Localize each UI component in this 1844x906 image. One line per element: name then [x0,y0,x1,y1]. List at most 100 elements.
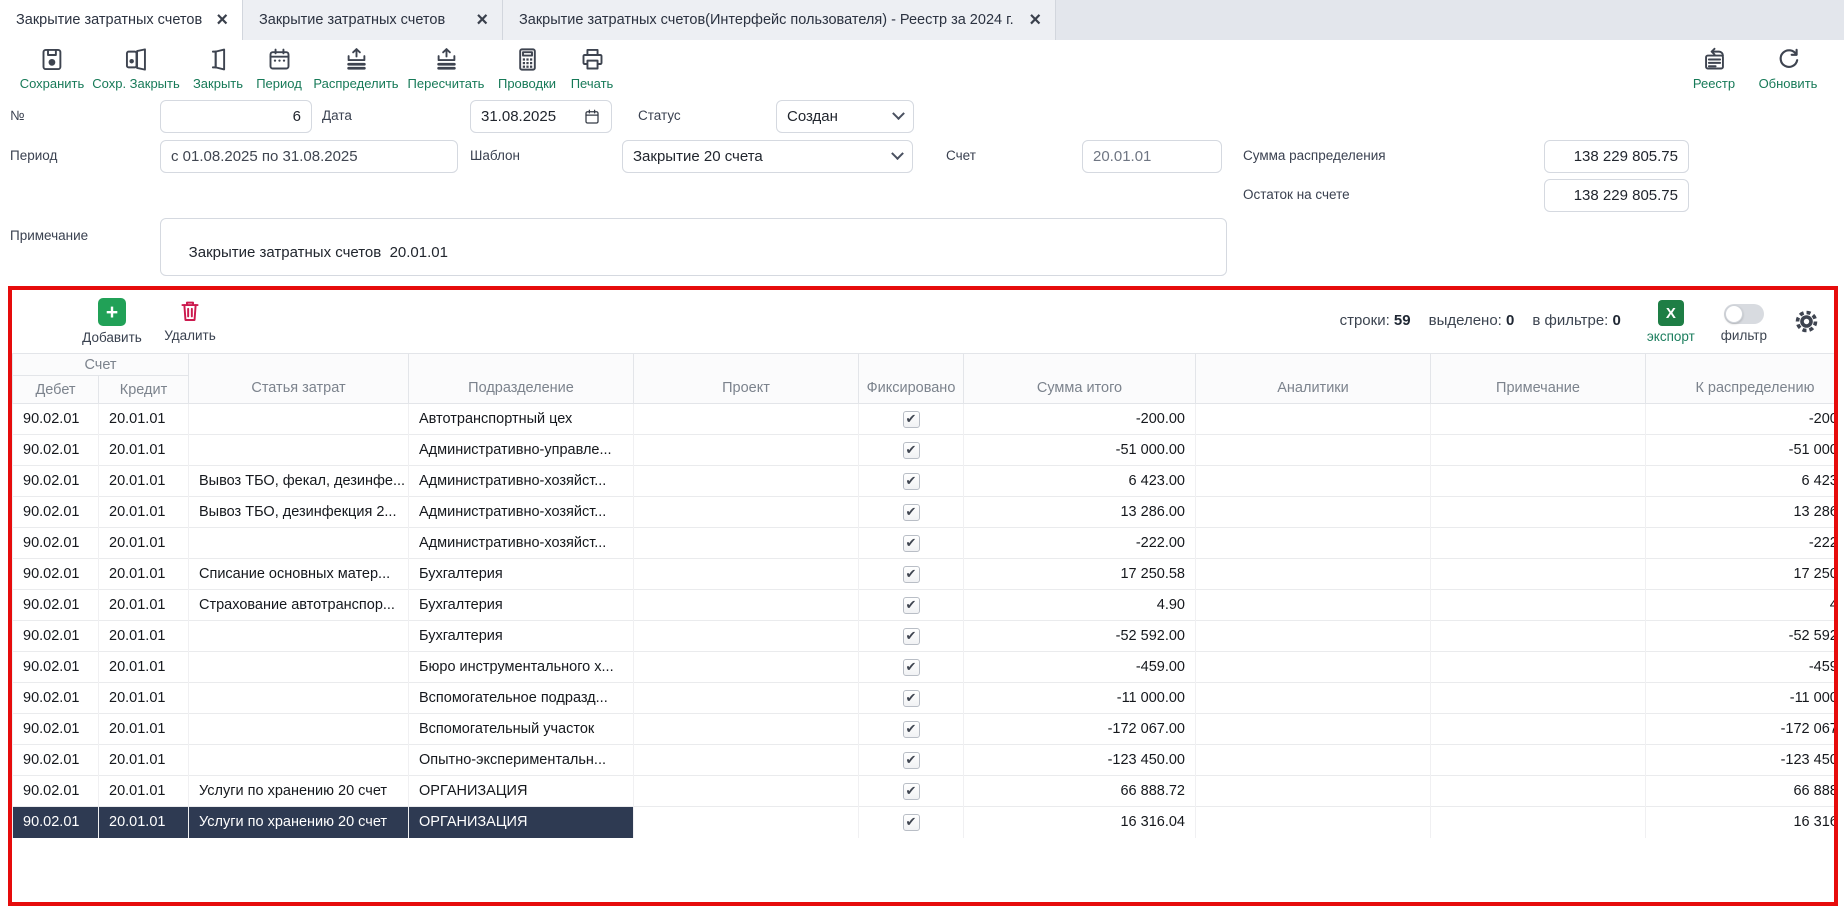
cell-debit[interactable]: 90.02.01 [12,589,99,621]
fixed-checkbox[interactable] [902,751,920,769]
fixed-checkbox[interactable] [902,658,920,676]
cell-debit[interactable]: 90.02.01 [12,434,99,466]
cell-note[interactable] [1430,558,1646,590]
cell-to-distribute[interactable]: 13 286.00 [1645,496,1834,528]
cell-fixed[interactable] [858,527,964,559]
table-row[interactable]: 90.02.01 20.01.01 Списание основных матер.… [12,558,1834,590]
cell-cost-item[interactable] [188,713,409,745]
cell-department[interactable]: Административно-хозяйст... [408,465,634,497]
cell-fixed[interactable] [858,589,964,621]
cell-analytics[interactable] [1195,403,1431,435]
cell-department[interactable]: Бюро инструментального х... [408,651,634,683]
cell-debit[interactable]: 90.02.01 [12,713,99,745]
date-field[interactable]: 31.08.2025 [470,100,612,133]
cell-project[interactable] [633,713,859,745]
cell-debit[interactable]: 90.02.01 [12,465,99,497]
cell-analytics[interactable] [1195,651,1431,683]
cell-cost-item[interactable]: Услуги по хранению 20 счет [188,775,409,807]
export-excel-button[interactable]: X экспорт [1647,300,1695,344]
cell-department[interactable]: ОРГАНИЗАЦИЯ [408,775,634,807]
table-row[interactable]: 90.02.01 20.01.01 Административно-управле.… [12,434,1834,466]
cell-credit[interactable]: 20.01.01 [98,496,189,528]
cell-analytics[interactable] [1195,744,1431,776]
cell-note[interactable] [1430,744,1646,776]
cell-to-distribute[interactable]: 6 423.00 [1645,465,1834,497]
cell-department[interactable]: Административно-управле... [408,434,634,466]
table-row[interactable]: 90.02.01 20.01.01 Услуги по хранению 20 сч… [12,806,1834,838]
cell-to-distribute[interactable]: 16 316.04 [1645,806,1834,838]
cell-note[interactable] [1430,465,1646,497]
cell-total[interactable]: 6 423.00 [963,465,1196,497]
cell-total[interactable]: -222.00 [963,527,1196,559]
close-button[interactable]: Закрыть [159,46,277,91]
cell-to-distribute[interactable]: -51 000.00 [1645,434,1834,466]
cell-to-distribute[interactable]: -200.00 [1645,403,1834,435]
cell-project[interactable] [633,496,859,528]
cell-note[interactable] [1430,589,1646,621]
cell-total[interactable]: -172 067.00 [963,713,1196,745]
cell-project[interactable] [633,775,859,807]
cell-total[interactable]: 66 888.72 [963,775,1196,807]
cell-credit[interactable]: 20.01.01 [98,682,189,714]
cell-cost-item[interactable]: Вывоз ТБО, дезинфекция 2... [188,496,409,528]
cell-note[interactable] [1430,651,1646,683]
cell-cost-item[interactable]: Вывоз ТБО, фекал, дезинфе... [188,465,409,497]
cell-analytics[interactable] [1195,558,1431,590]
cell-department[interactable]: Административно-хозяйст... [408,527,634,559]
tab-registry-2024[interactable]: Закрытие затратных счетов(Интерфейс поль… [503,0,1056,40]
fixed-checkbox[interactable] [902,720,920,738]
cell-department[interactable]: Бухгалтерия [408,589,634,621]
cell-debit[interactable]: 90.02.01 [12,558,99,590]
close-icon[interactable]: × [1029,9,1041,31]
cell-cost-item[interactable]: Услуги по хранению 20 счет [188,806,409,838]
cell-fixed[interactable] [858,620,964,652]
cell-project[interactable] [633,806,859,838]
cell-cost-item[interactable] [188,434,409,466]
cell-project[interactable] [633,744,859,776]
cell-to-distribute[interactable]: -222.00 [1645,527,1834,559]
cell-to-distribute[interactable]: -11 000.00 [1645,682,1834,714]
cell-cost-item[interactable] [188,527,409,559]
cell-project[interactable] [633,403,859,435]
fixed-checkbox[interactable] [902,472,920,490]
cell-department[interactable]: Вспомогательный участок [408,713,634,745]
distribute-button[interactable]: Распределить [297,46,415,91]
cell-debit[interactable]: 90.02.01 [12,620,99,652]
cell-analytics[interactable] [1195,496,1431,528]
table-row[interactable]: 90.02.01 20.01.01 Страхование автотранспор… [12,589,1834,621]
fixed-checkbox[interactable] [902,410,920,428]
status-select[interactable]: Создан [776,100,914,133]
table-row[interactable]: 90.02.01 20.01.01 Вывоз ТБО, фекал, дезинф… [12,465,1834,497]
cell-credit[interactable]: 20.01.01 [98,558,189,590]
template-select[interactable]: Закрытие 20 счета [622,140,913,173]
account-field[interactable]: 20.01.01 [1082,140,1222,173]
cell-project[interactable] [633,682,859,714]
cell-total[interactable]: -200.00 [963,403,1196,435]
cell-to-distribute[interactable]: -172 067.00 [1645,713,1834,745]
cell-department[interactable]: Вспомогательное подразд... [408,682,634,714]
cell-credit[interactable]: 20.01.01 [98,527,189,559]
cell-total[interactable]: -52 592.00 [963,620,1196,652]
cell-total[interactable]: 17 250.58 [963,558,1196,590]
postings-button[interactable]: Проводки [468,46,586,91]
note-field[interactable]: Закрытие затратных счетов 20.01.01 [160,218,1227,276]
cell-cost-item[interactable]: Страхование автотранспор... [188,589,409,621]
cell-project[interactable] [633,651,859,683]
refresh-button[interactable]: Обновить [1729,46,1844,91]
cell-analytics[interactable] [1195,713,1431,745]
add-row-button[interactable]: + Добавить [76,298,148,345]
cell-department[interactable]: Бухгалтерия [408,620,634,652]
cell-total[interactable]: -123 450.00 [963,744,1196,776]
save-button[interactable]: Сохранить [0,46,111,91]
cell-to-distribute[interactable]: -123 450.00 [1645,744,1834,776]
fixed-checkbox[interactable] [902,782,920,800]
cell-cost-item[interactable]: Списание основных матер... [188,558,409,590]
fixed-checkbox[interactable] [902,689,920,707]
cell-department[interactable]: ОРГАНИЗАЦИЯ [408,806,634,838]
cell-debit[interactable]: 90.02.01 [12,527,99,559]
cell-to-distribute[interactable]: 17 250.58 [1645,558,1834,590]
cell-total[interactable]: -459.00 [963,651,1196,683]
cell-to-distribute[interactable]: 4.90 [1645,589,1834,621]
